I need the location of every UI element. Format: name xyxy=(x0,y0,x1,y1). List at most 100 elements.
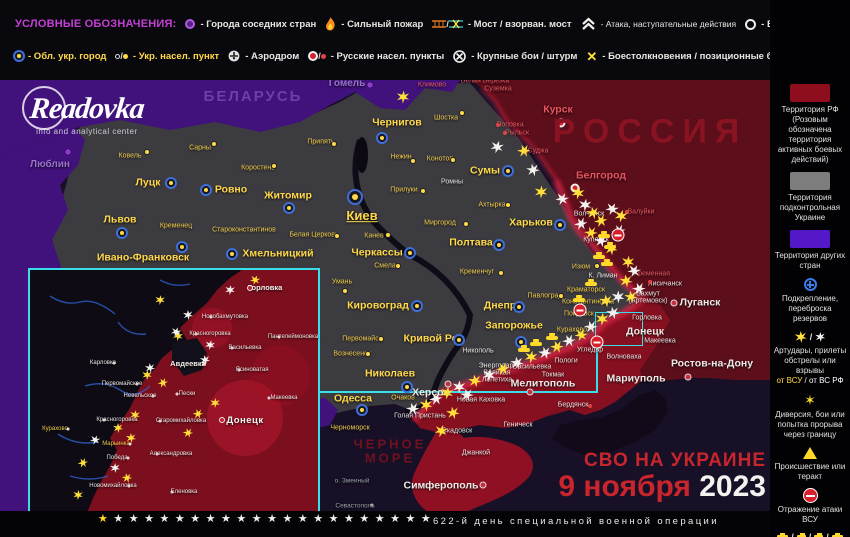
destroyed-bridge-icon xyxy=(448,19,463,29)
star-icon: ★ xyxy=(267,513,277,525)
slash-separator: / xyxy=(791,532,794,537)
sidebar-item-label: Диверсия, бои или попытка прорыва через … xyxy=(775,410,845,439)
date-year: 2023 xyxy=(699,470,766,503)
legend-label: - Аэродром xyxy=(245,50,300,62)
rf-territory-swatch xyxy=(790,84,830,102)
destroyed-artillery-icon xyxy=(796,533,806,537)
legend-label: - Сильный пожар xyxy=(341,18,424,30)
sabotage-icon: ✶ xyxy=(804,392,816,408)
star-icon: ★ xyxy=(236,513,247,525)
readovka-logo: Readovka info and analytical center xyxy=(22,86,146,136)
star-icon: ★ xyxy=(159,513,170,525)
sidebar-item: / Артудары, прилеты обстрелы или взрывы от… xyxy=(773,331,847,386)
star-icon: ★ xyxy=(390,513,400,525)
inset-connector-line-vertical xyxy=(596,346,598,393)
sidebar-item: Территория РФ (Розовым обозначена террит… xyxy=(773,84,847,165)
day-stars-row: ★ ★ ★ ★ ★ ★ ★ ★ ★ ★ ★ ★ ★ ★ ★ ★ ★ ★ ★ ★ ★ ★ xyxy=(98,514,431,525)
legend-item: - Атака, наступательные действия xyxy=(581,17,736,31)
slash-separator: / xyxy=(120,51,123,61)
date-day-month: 9 ноября xyxy=(558,470,700,503)
legend-item: / - Мост / взорван. мост xyxy=(432,19,572,30)
destroyed-aircraft-icon xyxy=(814,533,824,537)
ua-territory-swatch xyxy=(790,172,830,190)
star-icon: ★ xyxy=(144,513,154,525)
strike-rf-icon xyxy=(815,332,826,342)
fire-icon xyxy=(326,17,335,31)
attack-arrows-icon xyxy=(581,17,595,30)
star-icon: ★ xyxy=(359,513,370,525)
star-icon: ★ xyxy=(128,513,139,525)
repelled-attack-icon xyxy=(803,489,817,502)
sidebar-item-label: Территория других стран xyxy=(774,251,846,270)
star-icon: ★ xyxy=(98,513,108,525)
sidebar-item-label: Территория подконтрольная Украине xyxy=(779,193,841,222)
legend-item: - Города соседних стран xyxy=(185,19,316,30)
rus-village-icon xyxy=(320,53,326,59)
legend-bar: УСЛОВНЫЕ ОБОЗНАЧЕНИЯ: - Города соседних … xyxy=(0,0,850,80)
legend-label: - Боестолкновения / позиционные бои xyxy=(602,50,785,62)
sidebar-item: Территория других стран xyxy=(773,230,847,271)
blockade-icon xyxy=(745,18,757,30)
legend-row-1: УСЛОВНЫЕ ОБОЗНАЧЕНИЯ: - Города соседних … xyxy=(15,8,850,40)
destroyed-tank-icon xyxy=(777,533,789,537)
inset-base-art xyxy=(30,270,318,513)
sidebar-item-label: Отражение атаки ВСУ xyxy=(777,505,843,524)
slash-separator: / xyxy=(809,332,813,342)
sub-rf: от ВС РФ xyxy=(808,376,844,385)
logo-subtitle: info and analytical center xyxy=(36,127,138,136)
sidebar-item: Территория подконтрольная Украине xyxy=(773,172,847,223)
slash-separator: / xyxy=(826,532,829,537)
incident-icon xyxy=(803,447,817,459)
star-icon: ★ xyxy=(251,513,262,525)
ukr-town-icon xyxy=(115,53,121,59)
logo-wordmark: Readovka xyxy=(28,92,146,125)
strike-vsu-icon xyxy=(794,331,807,343)
legend-item: - Аэродром xyxy=(228,50,299,62)
sidebar-item-sublabel: от ВСУ / от ВС РФ xyxy=(776,376,844,385)
legend-item: / - Укр. насел. пункт xyxy=(115,51,219,62)
star-icon: ★ xyxy=(344,513,354,525)
destroyed-truck-icon xyxy=(831,533,843,537)
neighbor-city-icon xyxy=(185,19,196,29)
legend-label: - Укр. насел. пункт xyxy=(132,50,220,62)
legend-item: / - Русские насел. пункты xyxy=(308,51,444,62)
sidebar-item-label: Подкрепление, переброска резервов xyxy=(781,294,839,323)
legend-label: - Крупные бои / штурм xyxy=(471,50,578,62)
star-icon: ★ xyxy=(282,513,293,525)
sidebar-item: ✶ Диверсия, бои или попытка прорыва через… xyxy=(773,393,847,440)
legend-label: - Города соседних стран xyxy=(200,18,317,30)
donetsk-inset-map xyxy=(28,268,320,515)
slash-separator: / xyxy=(318,51,321,61)
star-icon: ★ xyxy=(190,513,201,525)
star-icon: ★ xyxy=(113,513,124,525)
legend-row-2: - Обл. укр. город / - Укр. насел. пункт - А… xyxy=(15,40,850,72)
date-block: СВО НА УКРАИНЕ 9 ноября 2023 xyxy=(558,450,766,502)
sidebar-item: ///Уничтожен. техника xyxy=(773,532,846,537)
star-icon: ★ xyxy=(405,513,416,525)
legend-label: - Обл. укр. город xyxy=(28,50,107,62)
sidebar-item: Отражение атаки ВСУ xyxy=(773,489,847,525)
sidebar-item-label: Территория РФ (Розовым обозначена террит… xyxy=(777,105,843,164)
oblast-city-icon xyxy=(15,52,23,60)
slash-separator: / xyxy=(808,532,812,537)
logo-swoosh-icon xyxy=(22,86,66,130)
sub-vsu: от ВСУ xyxy=(776,376,803,385)
legend-item: - Сильный пожар xyxy=(325,17,423,31)
day-counter: 622-й день специальной военной операции xyxy=(433,516,719,527)
map-key-sidebar: Территория РФ (Розовым обозначена террит… xyxy=(770,0,850,537)
star-icon: ★ xyxy=(313,513,324,525)
legend-item: - Крупные бои / штурм xyxy=(453,49,578,63)
inset-connector-line-horizontal xyxy=(320,391,597,393)
star-icon: ★ xyxy=(297,513,308,525)
star-icon: ★ xyxy=(174,513,185,525)
star-icon: ★ xyxy=(328,513,339,525)
sidebar-item: Подкрепление, переброска резервов xyxy=(773,278,847,324)
bridge-icon xyxy=(432,20,447,28)
reinforcement-icon xyxy=(803,278,817,291)
operation-title: СВО НА УКРАИНЕ xyxy=(584,450,766,471)
star-icon: ★ xyxy=(420,513,431,525)
slash-separator: / xyxy=(446,19,449,29)
sidebar-item-label: Артудары, прилеты обстрелы или взрывы xyxy=(773,346,847,375)
star-icon: ★ xyxy=(221,513,231,525)
ukr-village-icon xyxy=(122,53,128,59)
